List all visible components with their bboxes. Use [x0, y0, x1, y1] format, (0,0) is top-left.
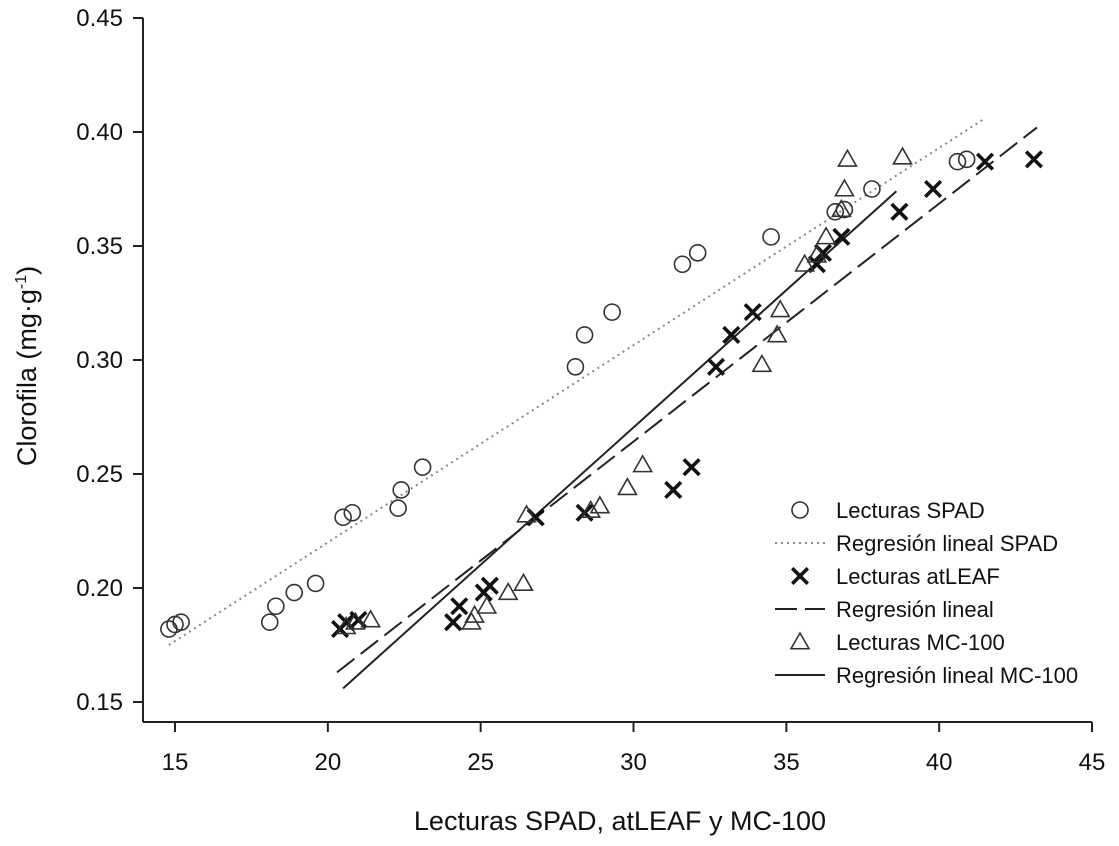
legend-item-lecturas-atleaf: Lecturas atLEAF — [790, 564, 1000, 589]
y-tick-label: 0.15 — [76, 689, 123, 716]
lecturas-mc-100-point — [589, 495, 611, 514]
lecturas-spad-point — [413, 458, 432, 476]
legend-label: Regresión lineal SPAD — [836, 531, 1058, 556]
legend-label: Regresión lineal MC-100 — [836, 663, 1078, 688]
legend-item-lecturas-spad: Lecturas SPAD — [791, 498, 985, 523]
data-points — [160, 146, 1043, 639]
lecturas-atleaf-point — [450, 597, 469, 616]
lecturas-atleaf-point — [664, 480, 683, 500]
lecturas-spad-point — [260, 613, 279, 632]
lecturas-atleaf-point — [682, 458, 701, 477]
lecturas-spad-point — [334, 508, 352, 527]
lecturas-spad-point — [957, 150, 976, 169]
lecturas-atleaf-point — [890, 202, 909, 221]
lecturas-spad-point — [306, 574, 325, 593]
legend-item-regresion-lineal-spad: Regresión lineal SPAD — [775, 531, 1058, 556]
lecturas-spad-point — [285, 583, 304, 602]
lecturas-mc-100-point — [335, 616, 357, 635]
x-tick-label: 40 — [926, 749, 953, 776]
lecturas-atleaf-point — [832, 227, 851, 246]
lecturas-spad-point — [343, 503, 362, 522]
legend-item-regresion-lineal-mc-100: Regresión lineal MC-100 — [775, 663, 1078, 688]
lecturas-spad-point — [762, 228, 780, 246]
lecturas-mc-100-point — [815, 226, 837, 245]
y-axis-title: Clorofila (mg·g-1) — [12, 266, 42, 466]
lecturas-atleaf-point — [444, 613, 463, 632]
lecturas-spad-point — [673, 255, 692, 274]
lecturas-spad-point — [575, 326, 594, 344]
lecturas-spad-point — [389, 499, 407, 518]
legend-label: Regresión lineal — [836, 597, 994, 622]
lecturas-spad-point — [172, 613, 190, 632]
lecturas-mc-100-point — [892, 146, 913, 165]
legend-item-regresion-lineal: Regresión lineal — [775, 597, 994, 622]
lecturas-spad-point — [826, 203, 845, 221]
y-tick-label: 0.20 — [76, 575, 123, 602]
lecturas-atleaf-point — [924, 179, 943, 199]
lecturas-spad-point — [267, 597, 285, 616]
lecturas-mc-100-point — [617, 477, 638, 496]
lecturas-mc-100-point — [751, 353, 773, 373]
lecturas-mc-100-point — [464, 604, 485, 623]
lecturas-atleaf-point — [1024, 150, 1043, 169]
legend-label: Lecturas atLEAF — [836, 564, 1000, 589]
lecturas-atleaf-point — [480, 576, 499, 595]
lecturas-mc-100-point — [794, 253, 816, 272]
lecturas-spad-point — [688, 244, 707, 262]
regression-line-regresion-lineal — [336, 126, 1038, 674]
lecturas-atleaf-point — [743, 303, 762, 322]
x-tick-label: 30 — [620, 749, 647, 776]
x-ticks: 15 20 25 30 35 40 45 — [162, 722, 1106, 776]
lecturas-mc-100-point — [513, 572, 534, 591]
regression-line-regresion-lineal-mc-100 — [342, 190, 898, 690]
x-tick-label: 15 — [162, 749, 189, 776]
lecturas-spad-point — [603, 303, 621, 321]
lecturas-atleaf-point — [975, 152, 995, 171]
y-tick-label: 0.35 — [76, 233, 123, 260]
y-axis-title-close: ) — [12, 266, 42, 275]
x-axis-title: Lecturas SPAD, atLEAF y MC-100 — [414, 806, 826, 836]
lecturas-spad-point — [948, 152, 967, 171]
lecturas-atleaf-point — [722, 325, 741, 344]
lecturas-mc-100-point — [344, 611, 366, 630]
lecturas-mc-100-point — [769, 299, 791, 318]
lecturas-mc-100-point — [766, 324, 788, 343]
lecturas-mc-100-point — [806, 244, 828, 263]
y-ticks: 0.15 0.20 0.25 0.30 0.35 0.40 0.45 — [76, 5, 143, 716]
x-tick-label: 45 — [1079, 749, 1106, 776]
legend-symbol-cross — [790, 566, 810, 586]
legend-label: Lecturas SPAD — [836, 498, 985, 523]
x-tick-label: 25 — [467, 749, 494, 776]
regression-lines — [168, 117, 1038, 690]
y-tick-label: 0.45 — [76, 5, 123, 32]
lecturas-atleaf-point — [706, 357, 726, 376]
lecturas-mc-100-point — [516, 504, 537, 523]
lecturas-mc-100-point — [476, 595, 498, 614]
legend-symbol-circle — [791, 501, 809, 519]
x-tick-label: 20 — [314, 749, 341, 776]
legend-label: Lecturas MC-100 — [836, 630, 1005, 655]
y-axis-title-exponent: -1 — [13, 275, 30, 289]
lecturas-mc-100-point — [830, 198, 852, 218]
legend-item-lecturas-mc-100: Lecturas MC-100 — [789, 630, 1005, 655]
lecturas-mc-100-point — [497, 581, 519, 601]
x-tick-label: 35 — [773, 749, 800, 776]
y-axis-title-main: Clorofila (mg·g — [12, 289, 42, 466]
lecturas-mc-100-point — [834, 178, 855, 197]
lecturas-mc-100-point — [837, 148, 858, 167]
lecturas-spad-point — [566, 358, 585, 376]
lecturas-mc-100-point — [360, 609, 382, 628]
lecturas-mc-100-point — [632, 454, 654, 473]
legend: Lecturas SPAD Regresión lineal SPAD Lectur… — [775, 498, 1078, 688]
axes — [142, 18, 1092, 723]
y-tick-label: 0.30 — [76, 347, 123, 374]
lecturas-spad-point — [392, 481, 410, 499]
legend-symbol-triangle — [789, 631, 811, 650]
y-tick-label: 0.25 — [76, 461, 123, 488]
lecturas-spad-point — [863, 180, 881, 198]
lecturas-mc-100-point — [580, 499, 602, 519]
lecturas-mc-100-point — [461, 611, 482, 630]
y-tick-label: 0.40 — [76, 119, 123, 146]
